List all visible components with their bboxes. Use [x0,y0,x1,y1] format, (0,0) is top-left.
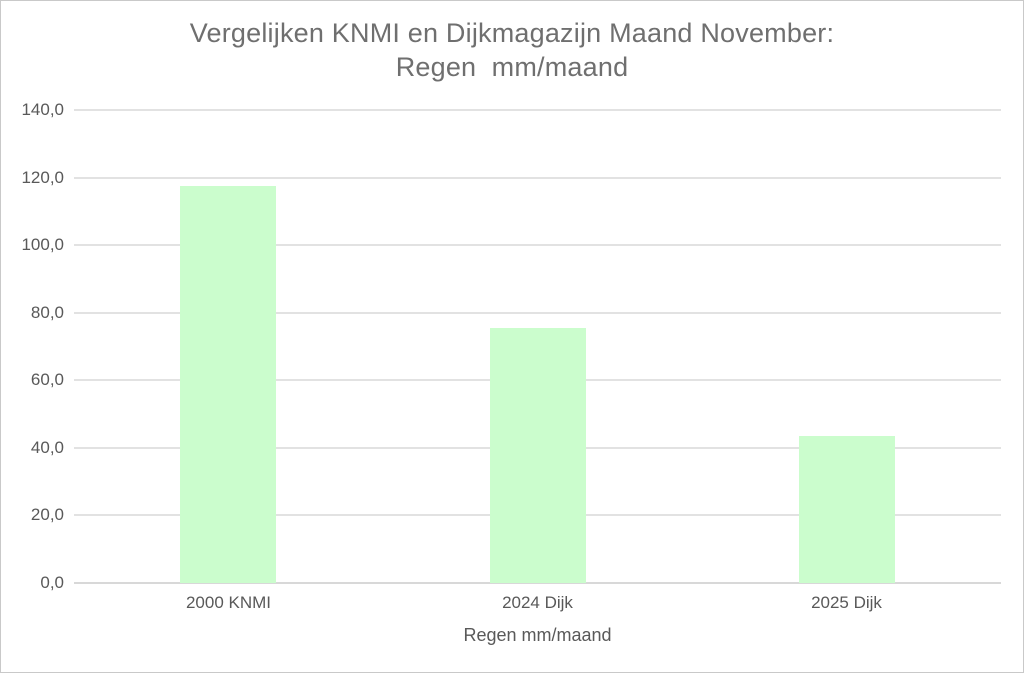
y-tick-label: 80,0 [30,302,64,322]
chart-title-line-1: Vergelijken KNMI en Dijkmagazijn Maand N… [189,18,835,48]
y-tick-label: 40,0 [30,437,64,457]
x-tick-label: 2025 Dijk [811,593,882,612]
chart-title-line-2: Regen mm/maand [395,52,629,82]
gridline [74,176,1001,179]
chart-title: Vergelijken KNMI en Dijkmagazijn Maand N… [1,16,1023,84]
gridline [74,244,1001,247]
y-tick-label: 120,0 [21,167,64,187]
bar-2025-dijk [798,436,895,583]
x-axis-line [74,582,1001,584]
y-tick-label: 0,0 [40,573,64,592]
gridline [74,311,1001,314]
y-axis: 0,0 20,0 40,0 60,0 80,0 100,0 120,0 140,0 [1,100,64,592]
x-axis: 2000 KNMI 2024 Dijk 2025 Dijk [74,593,1001,613]
y-tick-label: 60,0 [30,370,64,390]
y-tick-label: 20,0 [30,505,64,525]
bar-2024-dijk [489,327,586,583]
x-axis-title: Regen mm/maand [463,625,612,645]
x-tick-label: 2024 Dijk [502,593,573,612]
gridline [74,109,1001,111]
bar-2000-knmi [180,186,277,583]
plot-area [74,109,1001,584]
y-tick-label: 140,0 [21,100,64,119]
y-tick-label: 100,0 [21,235,64,255]
x-tick-label: 2000 KNMI [185,593,272,612]
